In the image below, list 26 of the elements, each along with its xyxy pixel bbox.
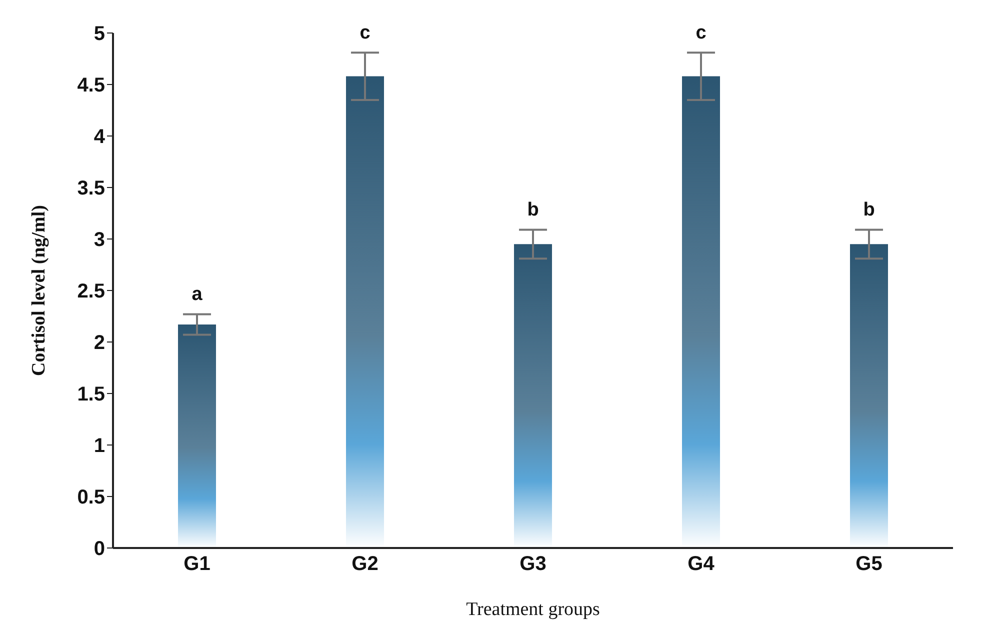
y-axis-title: Cortisol level (ng/ml) — [28, 205, 50, 376]
annotation: b — [863, 200, 875, 221]
y-tick-label: 3 — [94, 229, 105, 252]
bar — [514, 244, 552, 548]
y-tick-label: 3.5 — [77, 178, 105, 200]
y-tick-label: 2 — [94, 332, 105, 354]
x-tick-label: G3 — [520, 553, 546, 576]
y-tick-label: 2.5 — [77, 280, 105, 303]
annotation: a — [192, 284, 203, 306]
bar — [178, 324, 216, 548]
y-tick-label: 5 — [94, 23, 105, 46]
y-tick-label: 4 — [94, 126, 106, 148]
x-tick-label: G5 — [856, 553, 882, 576]
y-tick-label: 0 — [94, 538, 105, 560]
bar — [850, 244, 888, 548]
x-tick-label: G4 — [688, 553, 716, 576]
y-tick-label: 0.5 — [77, 486, 105, 509]
annotation: c — [360, 22, 371, 44]
y-tick-label: 1.5 — [77, 384, 105, 406]
y-tick-label: 4.5 — [77, 74, 105, 97]
x-tick-label: G2 — [352, 553, 378, 576]
x-tick-label: G1 — [184, 553, 210, 576]
x-axis-title: Treatment groups — [466, 599, 600, 620]
y-tick-label: 1 — [94, 435, 105, 458]
annotation: b — [527, 200, 539, 221]
annotation: c — [696, 22, 707, 44]
